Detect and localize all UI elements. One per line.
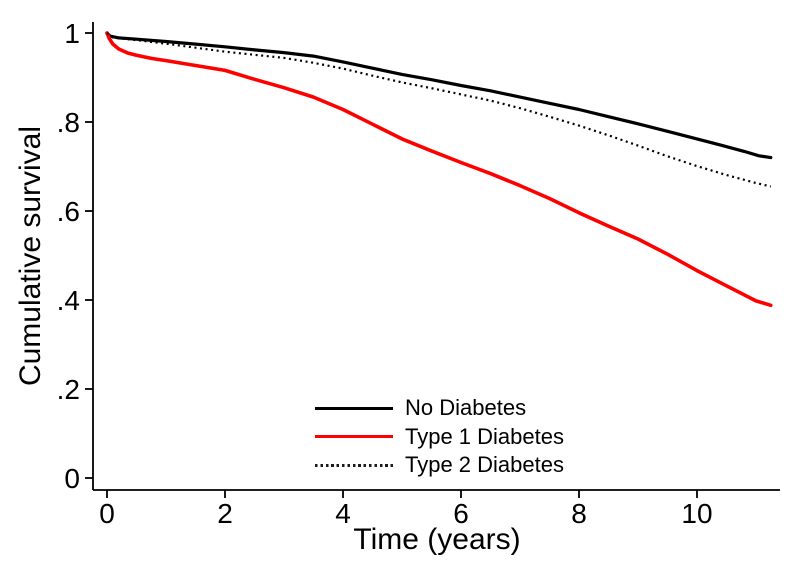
y-tick-label: .2 [57, 374, 80, 405]
y-axis-title: Cumulative survival [14, 125, 47, 387]
x-axis-title: Time (years) [353, 523, 521, 556]
y-tick-label: 0 [64, 463, 80, 494]
x-tick-label: 4 [335, 498, 351, 529]
legend: No Diabetes Type 1 Diabetes Type 2 Diabe… [315, 394, 564, 480]
y-tick-label: .8 [57, 107, 80, 138]
x-tick-label: 2 [217, 498, 233, 529]
survival-curve-type-2-diabetes [106, 32, 772, 188]
survival-curve-type-1-diabetes [105, 31, 773, 308]
y-tick-label: .6 [57, 196, 80, 227]
legend-item-type1-diabetes: Type 1 Diabetes [315, 423, 564, 452]
survival-curve-no-diabetes [105, 31, 773, 160]
legend-label-type2-diabetes: Type 2 Diabetes [405, 452, 564, 477]
legend-item-type2-diabetes: Type 2 Diabetes [315, 451, 564, 480]
legend-item-no-diabetes: No Diabetes [315, 394, 564, 423]
x-tick-label: 6 [453, 498, 469, 529]
y-tick-label: .4 [57, 285, 80, 316]
x-tick-label: 8 [571, 498, 587, 529]
solid-black-line-icon [315, 406, 393, 410]
x-tick-label: 10 [681, 498, 712, 529]
solid-red-line-icon [315, 435, 393, 439]
legend-label-no-diabetes: No Diabetes [405, 395, 527, 420]
y-tick-label: 1 [64, 18, 80, 49]
x-tick-label: 0 [99, 498, 115, 529]
legend-label-type1-diabetes: Type 1 Diabetes [405, 423, 564, 449]
dotted-black-line-icon [315, 463, 393, 467]
